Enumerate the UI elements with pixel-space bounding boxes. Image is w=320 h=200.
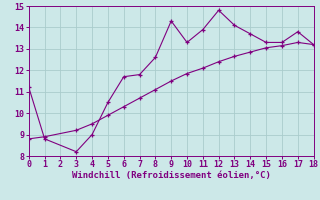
X-axis label: Windchill (Refroidissement éolien,°C): Windchill (Refroidissement éolien,°C) [72, 171, 271, 180]
